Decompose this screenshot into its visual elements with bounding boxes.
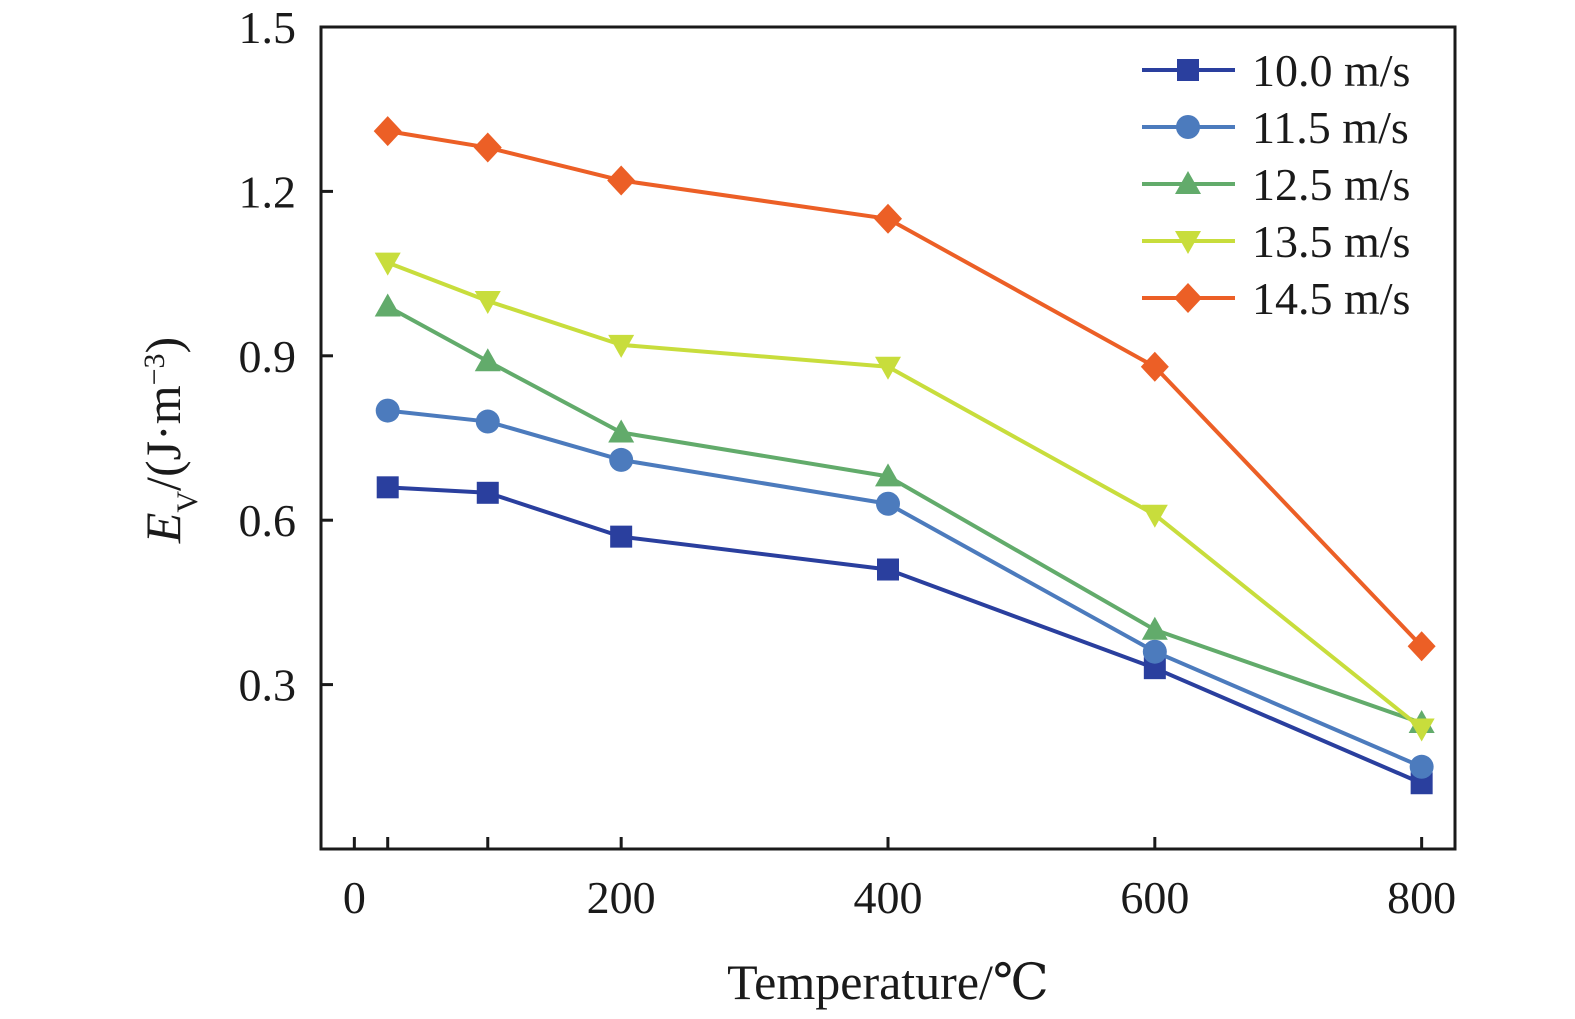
- series-5: [373, 116, 1436, 662]
- legend-item: 14.5 m/s: [1142, 273, 1410, 324]
- data-point: [476, 481, 499, 504]
- data-point: [1141, 616, 1168, 640]
- legend-item: 10.0 m/s: [1142, 45, 1410, 96]
- legend-item: 11.5 m/s: [1142, 102, 1409, 153]
- series-2: [375, 398, 1434, 779]
- y-axis-title-superscript: −3: [138, 353, 171, 385]
- data-point: [1143, 657, 1166, 680]
- y-axis-title-unit: /(J·m: [135, 385, 191, 491]
- series-line: [387, 408, 1423, 769]
- legend-label: 12.5 m/s: [1252, 159, 1410, 210]
- legend-item: 12.5 m/s: [1142, 159, 1410, 210]
- y-tick-label: 1.2: [239, 166, 297, 217]
- x-tick-label: 800: [1387, 872, 1456, 923]
- legend-label: 14.5 m/s: [1252, 273, 1410, 324]
- x-tick-label: 0: [343, 872, 366, 923]
- legend-marker: [1174, 283, 1202, 313]
- legend-label: 11.5 m/s: [1252, 102, 1409, 153]
- legend-marker: [1175, 171, 1201, 194]
- y-tick-label: 1.5: [239, 2, 297, 53]
- y-tick-label: 0.3: [239, 660, 297, 711]
- axis-ticks: 0 200 400 600 800 0.3 0.6 0.9 1.2 1.5: [239, 2, 1457, 923]
- series-1: [376, 476, 1433, 795]
- data-point: [474, 291, 501, 314]
- data-point: [874, 203, 902, 234]
- data-point: [1142, 639, 1167, 664]
- legend-label: 13.5 m/s: [1252, 216, 1410, 267]
- y-axis-title: EV/(J·m−3): [135, 337, 204, 544]
- data-point: [374, 252, 401, 276]
- series-4: [374, 252, 1435, 742]
- data-point: [607, 165, 636, 196]
- data-point: [1410, 772, 1433, 795]
- data-point: [1141, 504, 1168, 528]
- data-point: [609, 447, 634, 472]
- data-point: [1407, 631, 1436, 662]
- data-point: [877, 558, 899, 581]
- legend-marker: [1177, 59, 1199, 81]
- legend-marker: [1175, 231, 1201, 254]
- data-point: [474, 348, 501, 372]
- legend: 10.0 m/s 11.5 m/s 12.5 m/s 13.5 m/s 14.5 m/s: [1142, 45, 1410, 324]
- y-tick-label: 0.9: [239, 331, 297, 382]
- data-point: [1140, 351, 1169, 382]
- x-tick-label: 200: [587, 872, 656, 923]
- data-point: [608, 334, 635, 358]
- series-layer: [373, 116, 1436, 795]
- x-tick-label: 400: [854, 872, 923, 923]
- x-tick-label: 600: [1120, 872, 1189, 923]
- series-line: [387, 129, 1424, 648]
- data-point: [1409, 754, 1434, 779]
- y-axis-title-main: E: [135, 513, 191, 545]
- data-point: [376, 476, 399, 499]
- series-line: [386, 260, 1423, 731]
- x-axis-title: Temperature/℃: [727, 954, 1049, 1010]
- legend-label: 10.0 m/s: [1252, 45, 1410, 96]
- legend-marker: [1176, 115, 1200, 139]
- data-point: [608, 419, 635, 443]
- y-tick-label: 0.6: [239, 495, 297, 546]
- series-line: [386, 304, 1423, 725]
- y-axis-title-subscript: V: [171, 491, 204, 513]
- data-point: [876, 491, 900, 516]
- data-point: [373, 116, 402, 147]
- y-axis-title-unit-close: ): [135, 337, 191, 354]
- legend-item: 13.5 m/s: [1142, 216, 1410, 267]
- data-point: [875, 356, 901, 380]
- data-point: [1408, 718, 1435, 742]
- data-point: [375, 398, 400, 423]
- data-point: [610, 525, 633, 548]
- data-point: [473, 132, 502, 163]
- series-line: [387, 485, 1423, 786]
- data-point: [475, 409, 500, 434]
- data-point: [374, 293, 401, 317]
- data-point: [875, 463, 901, 487]
